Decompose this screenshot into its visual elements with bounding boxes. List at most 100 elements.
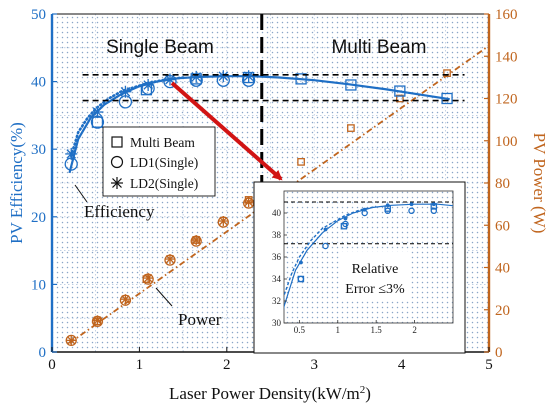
y-tick-label: 20 [31, 210, 46, 226]
inset-point-asterisk [299, 260, 303, 265]
efficiency-point-asterisk-stroke [165, 74, 175, 85]
power-point-ld2-stroke [121, 295, 130, 304]
efficiency-point-asterisk [242, 70, 255, 83]
efficiency-point-asterisk [142, 78, 155, 91]
power-point-multi [192, 236, 201, 244]
region-label-single: Single Beam [106, 37, 214, 58]
efficiency-point-asterisk-stroke [191, 72, 201, 82]
power-point-ld2-stroke [165, 254, 175, 264]
y2-axis-label: PV Power (W) [530, 133, 549, 234]
efficiency-point-asterisk-stroke [120, 86, 131, 97]
efficiency-point-asterisk-stroke [66, 149, 77, 159]
efficiency-point-square [295, 73, 307, 85]
legend-marker-multi [111, 136, 123, 148]
reference-lines [82, 74, 465, 102]
power-point-ld2-stroke [192, 235, 201, 245]
efficiency-point-square [394, 85, 406, 97]
efficiency-point-asterisk [65, 147, 78, 160]
y2-tick-label: 160 [495, 7, 518, 23]
inset-point-circle [342, 220, 349, 228]
inset-point-asterisk [409, 202, 414, 207]
x-tick-label: 1 [136, 357, 144, 373]
power-point-ld2-stroke [244, 197, 253, 207]
efficiency-point-asterisk [119, 85, 132, 98]
efficiency-point-square [441, 92, 453, 105]
legend-marker-ld1 [110, 155, 124, 169]
legend: Multi Beam LD1(Single) LD2(Single) [102, 126, 216, 197]
inset-note-line2: Error ≤3% [345, 282, 405, 297]
power-point-multi [93, 317, 102, 326]
efficiency-annotation: Efficiency [84, 202, 155, 221]
inset-x-tick-label: 0.5 [294, 325, 306, 335]
inset-fit-line [284, 203, 453, 311]
y-tick-label: 50 [31, 7, 46, 23]
x-axis-label-main: Laser Power Density(kW/m [169, 384, 360, 403]
inset-point-circle [322, 242, 329, 250]
inset-x-tick-label: 2 [412, 325, 417, 335]
x-tick-label: 5 [485, 357, 493, 373]
legend-marker-ld2 [111, 177, 123, 189]
inset-chart: 0.5 1 1.5 2 30 32 34 36 38 40 Relative Error ≤3% [253, 181, 526, 354]
inset-point-asterisk [385, 203, 390, 208]
y2-tick-label: 20 [495, 303, 510, 319]
region-label-multi: Multi Beam [331, 37, 426, 58]
y2-tick-label: 80 [495, 176, 510, 192]
inset-note-line1: Relative [352, 262, 399, 277]
y2-tick-label: 0 [495, 345, 503, 361]
power-point-multi [244, 196, 253, 204]
efficiency-point-asterisk-stroke [143, 80, 153, 90]
efficiency-point-asterisk-stroke [92, 107, 103, 117]
power-point-ld2 [218, 216, 229, 227]
efficiency-point-asterisk [190, 70, 203, 83]
inset-point-circle [408, 207, 415, 215]
inset-y-tick-label: 30 [272, 318, 282, 328]
efficiency-point-asterisk-stroke [218, 71, 229, 81]
power-point-ld2 [120, 294, 131, 305]
legend-label-multi: Multi Beam [130, 135, 195, 150]
legend-label-ld1: LD1(Single) [130, 155, 198, 170]
power-point-ld2-stroke [67, 336, 76, 345]
power-point-ld2-stroke [144, 274, 153, 283]
inset-y-tick-label: 38 [272, 230, 282, 240]
x-axis-label-close: ) [365, 384, 371, 403]
efficiency-point-asterisk [91, 106, 104, 119]
power-point-multi [396, 94, 404, 103]
power-point-multi [443, 69, 451, 77]
inset-y-tick-label: 40 [272, 208, 282, 218]
power-point-ld2-stroke [219, 216, 228, 226]
zoom-arrow [170, 81, 283, 181]
efficiency-point-asterisk [217, 70, 230, 83]
power-annotation: Power [178, 310, 222, 329]
efficiency-series [64, 70, 453, 174]
y2-tick-label: 100 [495, 134, 518, 150]
power-point-ld2 [164, 254, 175, 265]
legend-label-ld2: LD2(Single) [130, 176, 198, 191]
y2-tick-label: 140 [495, 49, 518, 65]
power-point-multi [347, 124, 355, 132]
efficiency-point-square [345, 79, 357, 91]
y-tick-label: 10 [31, 277, 46, 293]
y-tick-label: 40 [31, 75, 46, 91]
efficiency-point-asterisk-stroke [243, 71, 254, 81]
inset-point-asterisk [431, 202, 436, 207]
efficiency-pointer [74, 184, 88, 203]
inset-x-tick-label: 1.5 [371, 325, 383, 335]
inset-point-circle [297, 275, 305, 283]
x-axis-label: Laser Power Density(kW/m2) [169, 384, 371, 403]
y2-tick-label: 40 [495, 261, 510, 277]
inset-y-tick-label: 32 [272, 296, 281, 306]
inset-note-box [340, 252, 410, 300]
inset-point-asterisk [362, 207, 367, 212]
power-point-multi [142, 275, 151, 283]
power-point-multi [297, 158, 305, 166]
x-axis-label-sup: 2 [360, 384, 366, 396]
x-tick-label: 2 [223, 357, 231, 373]
x-tick-label: 0 [48, 357, 56, 373]
inset-point-square [521, 216, 526, 221]
y-tick-label: 30 [31, 142, 46, 158]
power-pointer [155, 287, 173, 307]
y-tick-label: 0 [39, 345, 47, 361]
inset-point-asterisk [323, 227, 328, 232]
y-axis-label: PV Efficiency(%) [7, 122, 26, 244]
